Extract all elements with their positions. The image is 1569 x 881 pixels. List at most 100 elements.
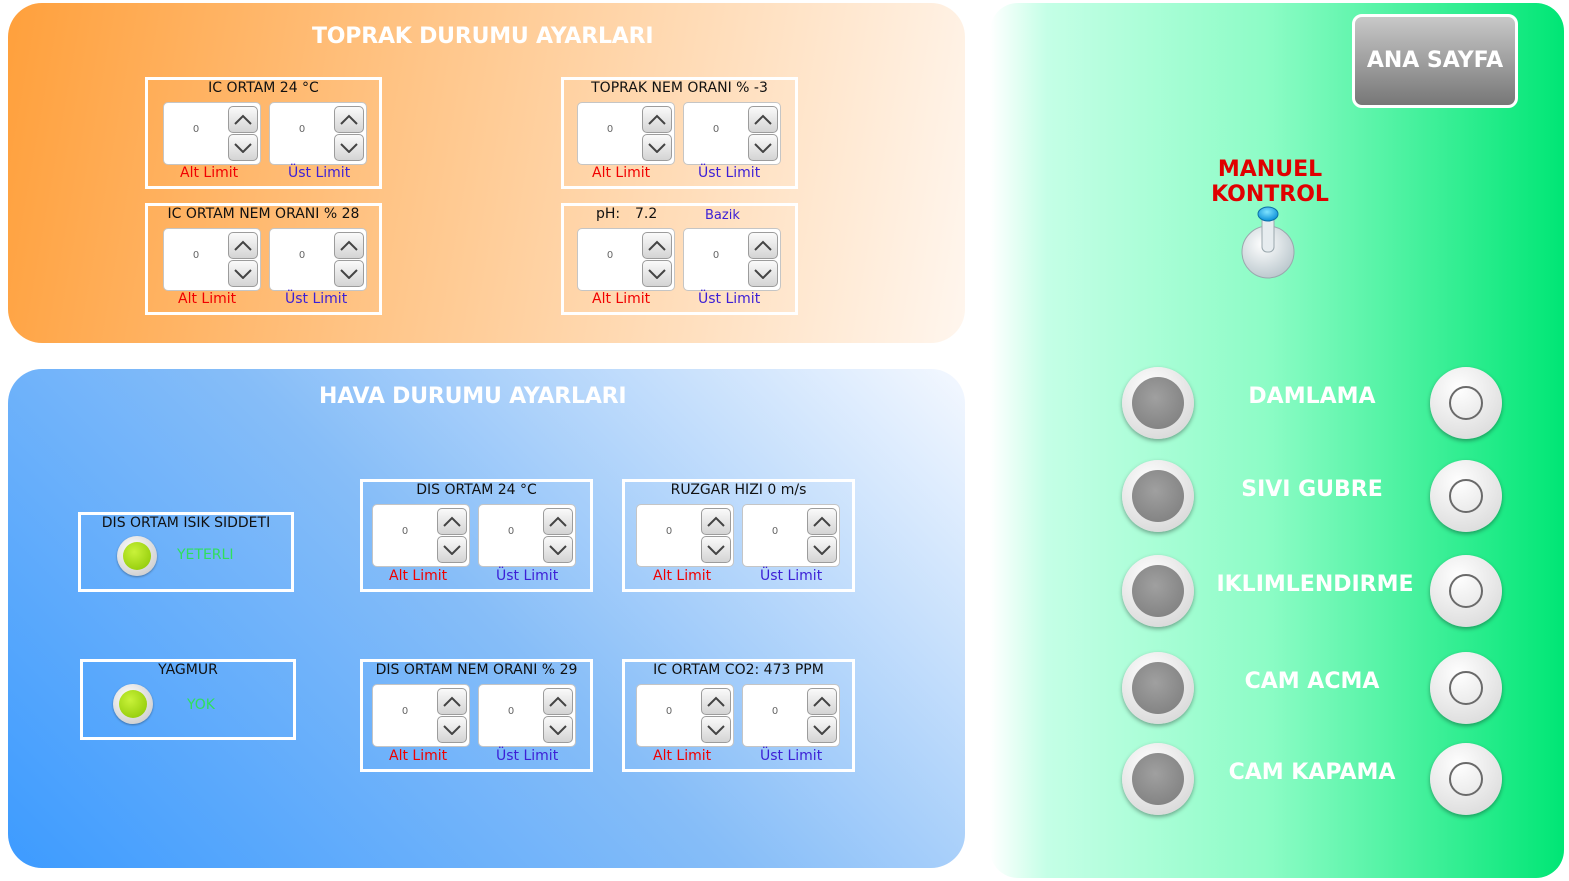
indoor-humidity-group: IC ORTAM NEM ORANI % 28 0 0 Alt Limit Üs… xyxy=(145,203,382,315)
wind-speed-label: RUZGAR HIZI 0 m/s xyxy=(670,482,807,498)
indoor-temp-high-stepper[interactable]: 0 xyxy=(269,102,367,165)
stepper-value[interactable]: 0 xyxy=(192,250,200,261)
indoor-humidity-low-stepper[interactable]: 0 xyxy=(163,228,261,291)
stepper-value[interactable]: 0 xyxy=(507,526,515,537)
stepper-up-button[interactable] xyxy=(543,508,573,535)
rain-status: YOK xyxy=(187,697,215,713)
stepper-down-button[interactable] xyxy=(807,536,837,563)
stepper-down-button[interactable] xyxy=(437,536,467,563)
outdoor-temp-low-stepper[interactable]: 0 xyxy=(372,504,470,567)
stepper-down-button[interactable] xyxy=(334,260,364,287)
chevron-down-icon xyxy=(648,143,666,153)
chevron-down-icon xyxy=(443,725,461,735)
stepper-up-button[interactable] xyxy=(701,508,731,535)
chevron-down-icon xyxy=(234,269,252,279)
stepper-up-button[interactable] xyxy=(642,106,672,133)
iklimlendirme-indicator xyxy=(1122,555,1194,627)
stepper-down-button[interactable] xyxy=(748,260,778,287)
stepper-value[interactable]: 0 xyxy=(771,706,779,717)
cam-kapama-indicator xyxy=(1122,743,1194,815)
stepper-down-button[interactable] xyxy=(807,716,837,743)
stepper-value[interactable]: 0 xyxy=(712,250,720,261)
power-ring-icon xyxy=(1449,762,1483,796)
stepper-value[interactable]: 0 xyxy=(665,526,673,537)
stepper-up-button[interactable] xyxy=(642,232,672,259)
chevron-down-icon xyxy=(754,143,772,153)
soil-humidity-low-stepper[interactable]: 0 xyxy=(577,102,675,165)
stepper-value[interactable]: 0 xyxy=(401,526,409,537)
stepper-down-button[interactable] xyxy=(228,134,258,161)
stepper-down-button[interactable] xyxy=(334,134,364,161)
co2-high-stepper[interactable]: 0 xyxy=(742,684,840,747)
wind-high-stepper[interactable]: 0 xyxy=(742,504,840,567)
stepper-value[interactable]: 0 xyxy=(712,124,720,135)
light-intensity-label: DIS ORTAM ISIK SIDDETI xyxy=(101,515,271,531)
chevron-up-icon xyxy=(443,516,461,527)
ph-value: 7.2 xyxy=(635,206,658,222)
sivi-gubre-button[interactable] xyxy=(1430,460,1502,532)
stepper-value[interactable]: 0 xyxy=(298,250,306,261)
stepper-value[interactable]: 0 xyxy=(606,124,614,135)
stepper-up-button[interactable] xyxy=(807,508,837,535)
stepper-down-button[interactable] xyxy=(642,260,672,287)
manual-control-title: MANUEL KONTROL xyxy=(1211,157,1329,207)
stepper-down-button[interactable] xyxy=(543,536,573,563)
stepper-value[interactable]: 0 xyxy=(665,706,673,717)
stepper-down-button[interactable] xyxy=(642,134,672,161)
chevron-up-icon xyxy=(754,114,772,125)
stepper-value[interactable]: 0 xyxy=(507,706,515,717)
iklimlendirme-button[interactable] xyxy=(1430,555,1502,627)
stepper-up-button[interactable] xyxy=(228,232,258,259)
chevron-down-icon xyxy=(707,545,725,555)
stepper-up-button[interactable] xyxy=(748,106,778,133)
stepper-up-button[interactable] xyxy=(701,688,731,715)
stepper-up-button[interactable] xyxy=(543,688,573,715)
stepper-value[interactable]: 0 xyxy=(771,526,779,537)
stepper-value[interactable]: 0 xyxy=(298,124,306,135)
stepper-value[interactable]: 0 xyxy=(401,706,409,717)
stepper-down-button[interactable] xyxy=(437,716,467,743)
stepper-down-button[interactable] xyxy=(543,716,573,743)
chevron-up-icon xyxy=(549,516,567,527)
damlama-label: DAMLAMA xyxy=(1248,384,1376,409)
ph-group: pH: 7.2 Bazik 0 0 Alt Limit Üst Limit xyxy=(561,203,798,315)
low-limit-label: Alt Limit xyxy=(178,291,237,307)
stepper-value[interactable]: 0 xyxy=(606,250,614,261)
cam-acma-button[interactable] xyxy=(1430,652,1502,724)
outdoor-humidity-low-stepper[interactable]: 0 xyxy=(372,684,470,747)
high-limit-label: Üst Limit xyxy=(285,291,348,307)
damlama-button[interactable] xyxy=(1430,367,1502,439)
stepper-down-button[interactable] xyxy=(701,536,731,563)
light-status: YETERLI xyxy=(177,547,234,563)
power-ring-icon xyxy=(1449,671,1483,705)
indoor-humidity-high-stepper[interactable]: 0 xyxy=(269,228,367,291)
stepper-value[interactable]: 0 xyxy=(192,124,200,135)
stepper-down-button[interactable] xyxy=(748,134,778,161)
soil-humidity-high-stepper[interactable]: 0 xyxy=(683,102,781,165)
wind-low-stepper[interactable]: 0 xyxy=(636,504,734,567)
chevron-down-icon xyxy=(340,143,358,153)
stepper-up-button[interactable] xyxy=(437,688,467,715)
high-limit-label: Üst Limit xyxy=(496,748,559,764)
manual-mode-switch[interactable] xyxy=(1236,200,1302,286)
stepper-up-button[interactable] xyxy=(334,106,364,133)
indoor-temp-low-stepper[interactable]: 0 xyxy=(163,102,261,165)
cam-kapama-button[interactable] xyxy=(1430,743,1502,815)
stepper-down-button[interactable] xyxy=(701,716,731,743)
ph-high-stepper[interactable]: 0 xyxy=(683,228,781,291)
outdoor-temp-high-stepper[interactable]: 0 xyxy=(478,504,576,567)
stepper-up-button[interactable] xyxy=(807,688,837,715)
co2-low-stepper[interactable]: 0 xyxy=(636,684,734,747)
stepper-up-button[interactable] xyxy=(334,232,364,259)
rain-led xyxy=(113,684,153,724)
stepper-down-button[interactable] xyxy=(228,260,258,287)
stepper-up-button[interactable] xyxy=(748,232,778,259)
ph-low-stepper[interactable]: 0 xyxy=(577,228,675,291)
stepper-up-button[interactable] xyxy=(437,508,467,535)
home-button[interactable]: ANA SAYFA xyxy=(1352,14,1518,108)
outdoor-humidity-high-stepper[interactable]: 0 xyxy=(478,684,576,747)
chevron-up-icon xyxy=(813,516,831,527)
cam-acma-label: CAM ACMA xyxy=(1244,669,1380,694)
high-limit-label: Üst Limit xyxy=(698,165,761,181)
stepper-up-button[interactable] xyxy=(228,106,258,133)
